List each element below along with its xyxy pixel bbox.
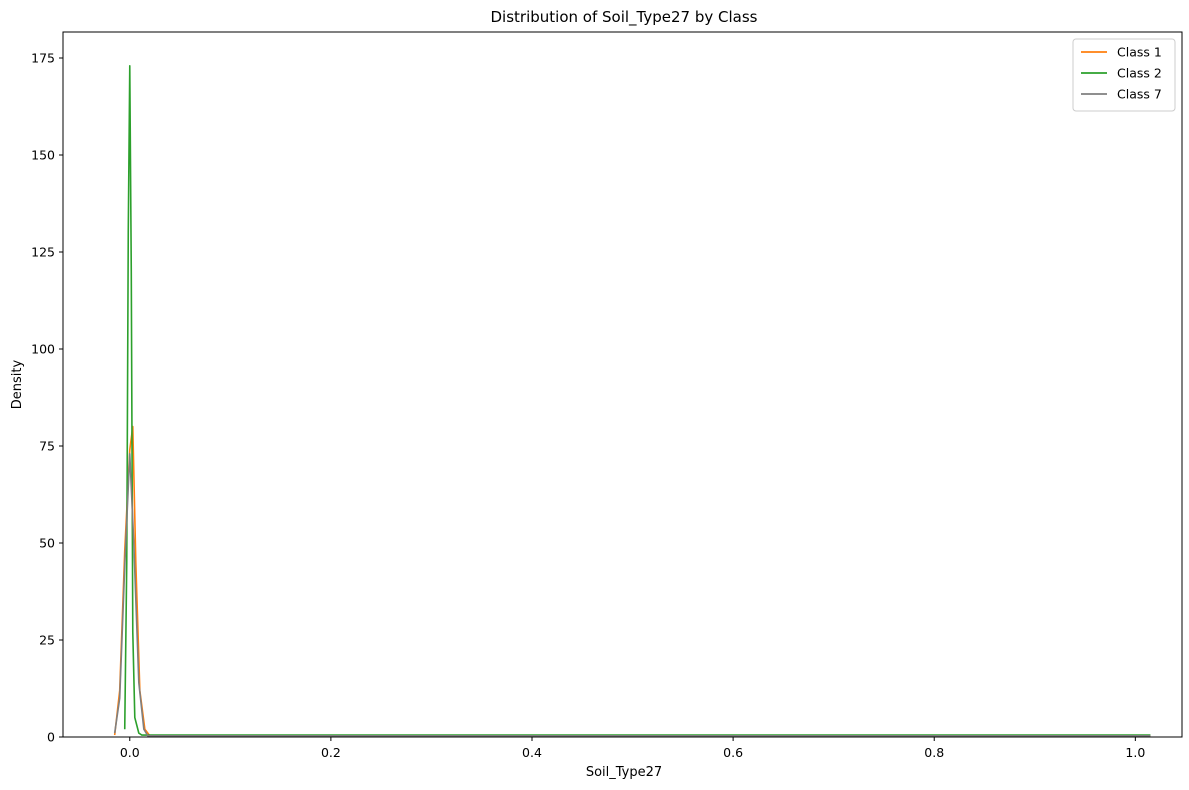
x-tick-label: 0.0 xyxy=(120,745,140,760)
y-tick-label: 100 xyxy=(31,341,55,356)
y-tick-label: 0 xyxy=(47,730,55,745)
x-axis-label: Soil_Type27 xyxy=(586,765,662,780)
x-tick-label: 1.0 xyxy=(1125,745,1145,760)
y-axis-label: Density xyxy=(10,359,25,409)
plot-area xyxy=(62,31,1183,738)
y-tick-label: 150 xyxy=(31,147,55,162)
x-tick-label: 0.6 xyxy=(723,745,743,760)
legend-label: Class 1 xyxy=(1117,45,1162,60)
y-tick-label: 75 xyxy=(39,438,55,453)
x-tick-label: 0.2 xyxy=(321,745,341,760)
series-line-class-2 xyxy=(123,64,1151,736)
x-tick-label: 0.8 xyxy=(924,745,944,760)
legend-box xyxy=(1072,38,1176,112)
chart-title: Distribution of Soil_Type27 by Class xyxy=(491,8,758,27)
y-tick-label: 125 xyxy=(31,244,55,259)
y-axis: 0 25 50 75 100 125 150 175 xyxy=(31,50,63,745)
legend-label: Class 2 xyxy=(1117,66,1162,81)
x-tick-label: 0.4 xyxy=(522,745,542,760)
series-layer xyxy=(113,64,1151,737)
axes-frame xyxy=(62,31,1183,738)
y-tick-label: 50 xyxy=(39,535,55,550)
legend-label: Class 7 xyxy=(1117,87,1162,102)
series-line-class-7 xyxy=(113,452,1151,737)
legend: Class 1 Class 2 Class 7 xyxy=(1072,38,1176,112)
y-tick-label: 175 xyxy=(31,50,55,65)
series-line-class-1 xyxy=(113,425,1151,737)
y-tick-label: 25 xyxy=(39,632,55,647)
x-axis: 0.0 0.2 0.4 0.6 0.8 1.0 xyxy=(120,737,1145,760)
